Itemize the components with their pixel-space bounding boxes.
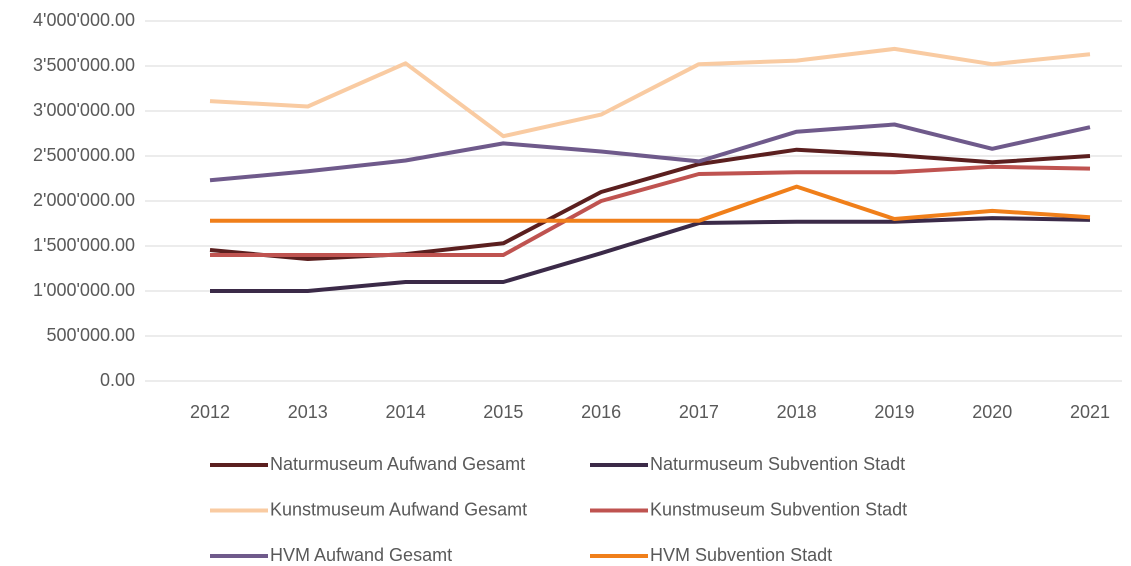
x-tick-label: 2017 [679, 402, 719, 422]
legend-label: Kunstmuseum Aufwand Gesamt [270, 499, 527, 519]
line-series [209, 46, 1091, 139]
legend-label: Naturmuseum Aufwand Gesamt [270, 454, 525, 474]
line-series [210, 164, 1091, 257]
y-tick-label: 2'500'000.00 [33, 145, 135, 165]
legend-label: Naturmuseum Subvention Stadt [650, 454, 905, 474]
x-tick-label: 2013 [288, 402, 328, 422]
x-tick-label: 2016 [581, 402, 621, 422]
y-tick-label: 0.00 [100, 370, 135, 390]
legend-label: HVM Subvention Stadt [650, 545, 832, 565]
y-tick-label: 1'500'000.00 [33, 235, 135, 255]
x-tick-label: 2012 [190, 402, 230, 422]
y-tick-label: 500'000.00 [46, 325, 135, 345]
x-tick-label: 2021 [1070, 402, 1110, 422]
line-series [210, 216, 1091, 293]
y-tick-label: 3'000'000.00 [33, 100, 135, 120]
y-tick-label: 4'000'000.00 [33, 10, 135, 30]
legend-label: Kunstmuseum Subvention Stadt [650, 499, 907, 519]
line-series [209, 122, 1091, 183]
x-tick-label: 2015 [483, 402, 523, 422]
y-tick-label: 3'500'000.00 [33, 55, 135, 75]
x-tick-label: 2014 [386, 402, 426, 422]
x-tick-label: 2018 [777, 402, 817, 422]
x-tick-label: 2019 [874, 402, 914, 422]
y-tick-label: 2'000'000.00 [33, 190, 135, 210]
x-tick-label: 2020 [972, 402, 1012, 422]
line-series [210, 184, 1091, 223]
y-tick-label: 1'000'000.00 [33, 280, 135, 300]
legend-label: HVM Aufwand Gesamt [270, 545, 452, 565]
